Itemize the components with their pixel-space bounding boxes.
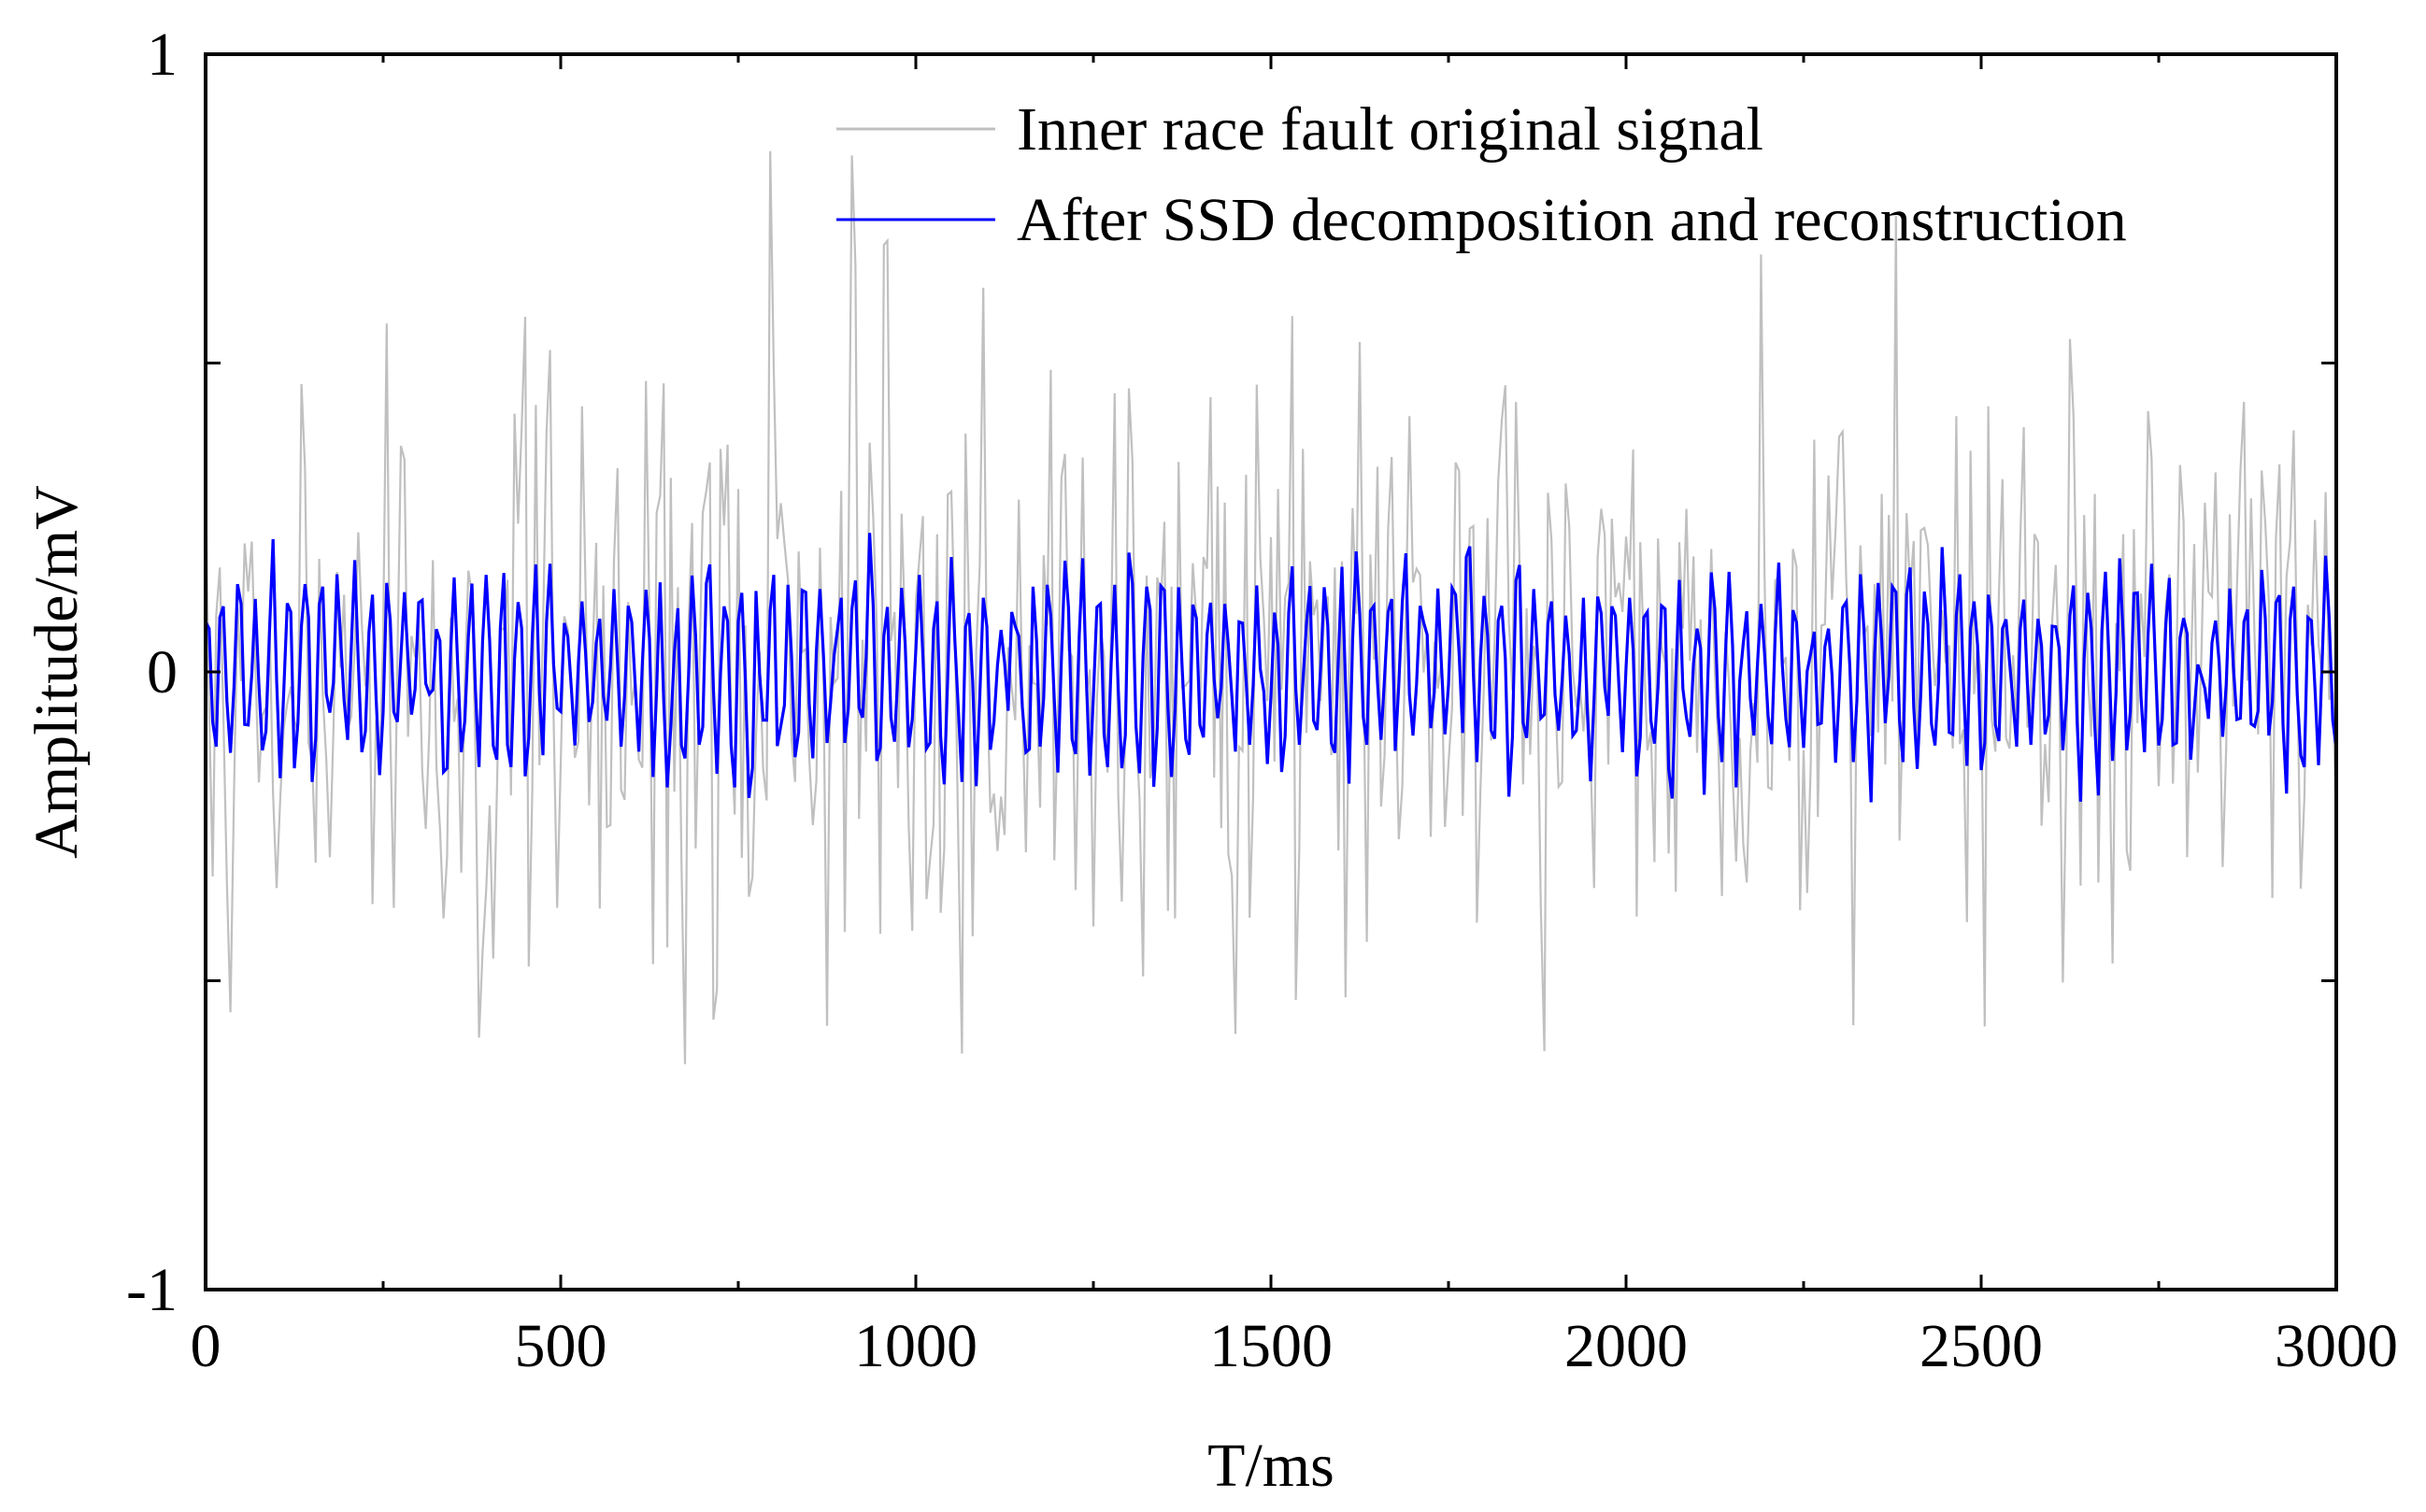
x-tick-label: 2000 (1564, 1312, 1688, 1380)
legend-label-reconstructed: After SSD decomposition and reconstructi… (1017, 186, 2127, 254)
x-tick-label: 3000 (2275, 1312, 2398, 1380)
series-layer (204, 150, 2338, 1064)
y-tick-label: -1 (126, 1256, 178, 1324)
ticks-layer: 0 500 1000 1500 2000 2500 3000-101 (126, 21, 2398, 1380)
y-axis-label: Amplitude/mV (22, 485, 91, 859)
legend-label-original: Inner race fault original signal (1017, 95, 1763, 164)
x-axis-label: T/ms (1207, 1432, 1334, 1500)
x-tick-label: 0 (191, 1312, 221, 1380)
x-tick-label: 1500 (1209, 1312, 1333, 1380)
y-tick-label: 0 (147, 638, 178, 706)
x-tick-label: 500 (515, 1312, 607, 1380)
legend: Inner race fault original signal After S… (836, 95, 2127, 254)
x-tick-label: 1000 (854, 1312, 978, 1380)
x-tick-label: 2500 (1919, 1312, 2043, 1380)
series-line-original (204, 150, 2338, 1064)
y-tick-label: 1 (147, 21, 178, 89)
series-line-reconstructed (204, 533, 2338, 803)
